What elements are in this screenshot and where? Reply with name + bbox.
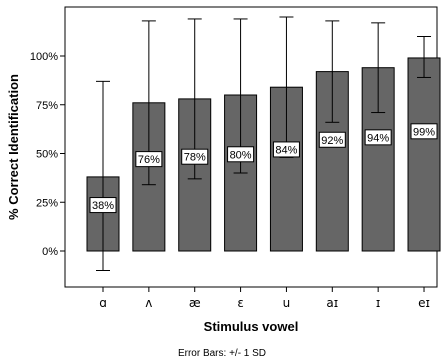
data-label: 80%: [227, 146, 255, 163]
data-label: 92%: [318, 131, 346, 148]
x-tick-label: u: [283, 296, 291, 310]
svg-text:99%: 99%: [413, 126, 435, 138]
y-axis-title: % Correct Identification: [6, 74, 21, 220]
data-label: 99%: [410, 123, 438, 140]
x-tick-label: eɪ: [418, 296, 430, 310]
y-tick-label: 50%: [36, 149, 58, 161]
svg-text:92%: 92%: [321, 135, 343, 147]
svg-text:78%: 78%: [184, 152, 206, 164]
x-tick-label: ɛ: [237, 296, 244, 310]
x-tick-label: ʌ: [145, 296, 152, 310]
svg-text:94%: 94%: [367, 132, 389, 144]
x-tick-label: ɪ: [376, 296, 380, 310]
svg-text:84%: 84%: [275, 144, 297, 156]
x-tick-label: ɑ: [99, 296, 107, 310]
y-tick-label: 75%: [36, 100, 58, 112]
data-label: 94%: [364, 129, 392, 146]
x-tick-label: aɪ: [326, 296, 338, 310]
footnote: Error Bars: +/- 1 SD: [178, 348, 266, 359]
y-tick-label: 0%: [42, 246, 58, 258]
error-bar: [371, 22, 386, 114]
svg-text:80%: 80%: [230, 149, 252, 161]
x-axis-title: Stimulus vowel: [204, 319, 299, 334]
data-label: 76%: [135, 151, 163, 168]
svg-text:38%: 38%: [92, 200, 114, 212]
error-bar: [96, 80, 110, 271]
x-axis: ɑ ʌ æ ɛ u aɪ ɪ eɪ: [99, 287, 430, 310]
x-tick-label: æ: [189, 296, 201, 310]
data-label: 38%: [89, 197, 117, 214]
y-tick-label: 100%: [30, 51, 58, 63]
bar: [407, 57, 441, 252]
data-label: 78%: [181, 148, 209, 165]
data-label: 84%: [272, 141, 300, 158]
data-labels: 38% 76% 78% 80% 84% 92% 94% 99%: [89, 123, 438, 214]
y-tick-label: 25%: [36, 197, 58, 209]
error-bar: [417, 36, 432, 78]
y-axis: 0% 25% 50% 75% 100%: [30, 51, 65, 258]
error-bars: [96, 16, 432, 271]
svg-text:76%: 76%: [138, 154, 160, 166]
error-bar: [325, 20, 340, 123]
